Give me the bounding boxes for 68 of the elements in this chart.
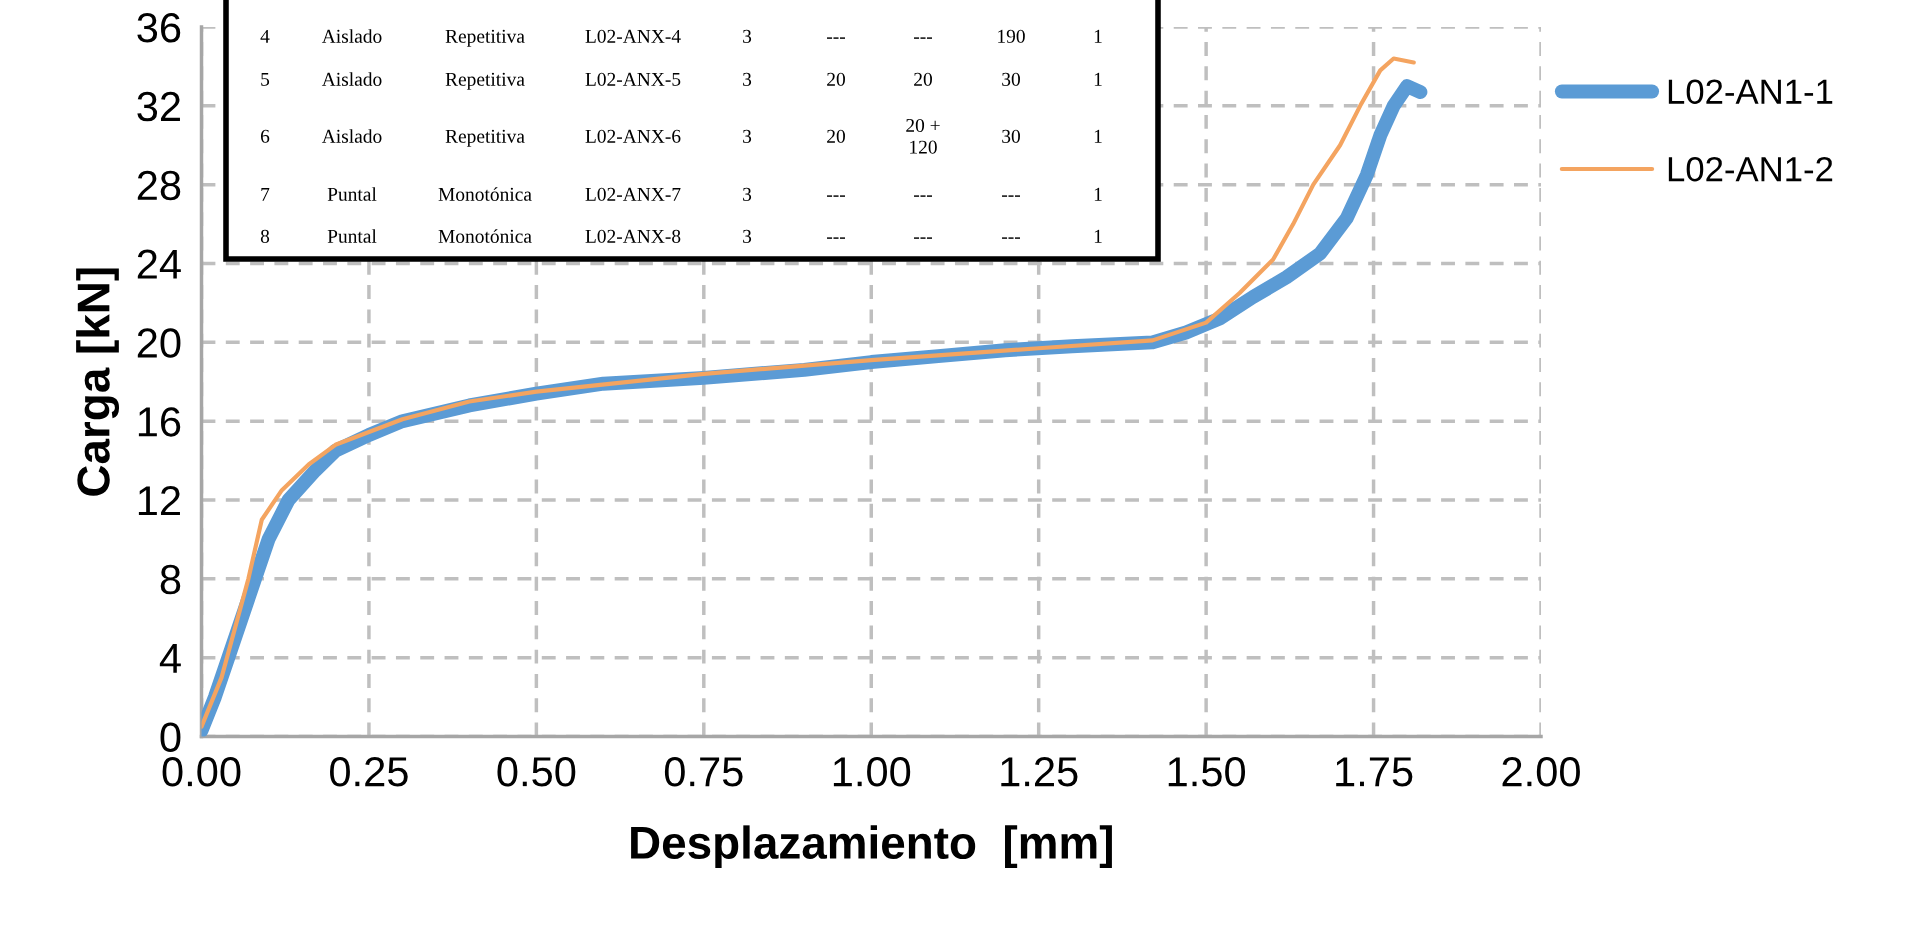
annotation: 20 [914, 72, 932, 86]
x-axis-title: Desplazamiento [mm] [631, 825, 1112, 869]
annotation: 3 [743, 187, 752, 201]
annotation: L02-ANX-5 [585, 72, 681, 86]
annotation: --- [1002, 195, 1021, 197]
annotation: 30 [1002, 129, 1020, 143]
y-tick-label: 16 [138, 407, 181, 437]
annotation: --- [1002, 237, 1021, 239]
annotation: 4 [260, 29, 270, 43]
annotation: 20 + 120 [906, 118, 940, 154]
annotation: Aislado [321, 129, 382, 143]
x-tick-label: 0.50 [497, 757, 576, 787]
annotation: 1 [1094, 229, 1102, 243]
annotation: L02-ANX-6 [585, 129, 681, 143]
y-tick-label: 24 [137, 249, 181, 279]
annotation: 7 [261, 187, 270, 201]
y-axis-title: Carga [kN] [76, 268, 120, 496]
annotation: L02-ANX-4 [585, 29, 681, 43]
annotation: 190 [998, 29, 1025, 43]
annotation: 6 [260, 129, 270, 143]
annotation: Aislado [321, 29, 382, 43]
legend-label: L02-AN1-1 [1668, 79, 1833, 104]
x-tick-label: 1.50 [1168, 757, 1246, 787]
annotation: --- [914, 195, 933, 197]
x-tick-label: 0.25 [330, 757, 408, 787]
x-tick-label: 0.00 [162, 757, 241, 787]
annotation: --- [914, 237, 933, 239]
annotation: 1 [1094, 72, 1102, 86]
annotation: 30 [1002, 72, 1020, 86]
y-tick-label: 8 [160, 564, 181, 595]
annotation: 3 [743, 229, 752, 243]
annotation: Aislado [321, 72, 382, 86]
annotation: 5 [261, 72, 270, 86]
x-tick-label: 0.75 [664, 757, 743, 787]
y-tick-label: 0 [160, 722, 181, 753]
annotation: --- [827, 237, 846, 239]
annotation: 3 [743, 29, 752, 43]
annotation: L02-ANX-8 [585, 229, 681, 243]
annotation: Puntal [327, 187, 377, 201]
x-tick-label: 1.00 [833, 757, 911, 787]
annotation: Repetitiva [445, 29, 525, 47]
annotation: 3 [743, 72, 752, 86]
legend-label: L02-AN1-2 [1668, 156, 1833, 182]
annotation: L02-ANX-7 [585, 187, 681, 201]
annotation: Repetitiva [445, 129, 525, 147]
annotation: --- [914, 37, 933, 39]
x-tick-label: 1.75 [1336, 757, 1413, 787]
annotation: 1 [1094, 187, 1102, 201]
annotation: 20 [827, 129, 845, 143]
annotation: 1 [1094, 129, 1102, 143]
y-tick-label: 28 [137, 170, 181, 201]
annotation: Repetitiva [445, 72, 525, 90]
annotation: --- [827, 37, 846, 39]
x-tick-label: 2.00 [1502, 757, 1580, 787]
y-tick-label: 36 [137, 13, 181, 43]
annotation: Monotónica [438, 187, 532, 201]
y-tick-label: 20 [137, 328, 181, 358]
annotation: --- [827, 195, 846, 197]
annotation: Monotónica [438, 229, 532, 243]
y-tick-label: 4 [159, 644, 181, 673]
y-tick-label: 32 [137, 91, 180, 122]
annotation: 20 [827, 72, 845, 86]
x-tick-label: 1.25 [1001, 757, 1078, 787]
annotation: 3 [743, 129, 752, 143]
annotation: 1 [1094, 29, 1102, 43]
annotation: Puntal [327, 229, 377, 243]
y-tick-label: 12 [138, 486, 180, 516]
annotation: 8 [260, 229, 270, 243]
